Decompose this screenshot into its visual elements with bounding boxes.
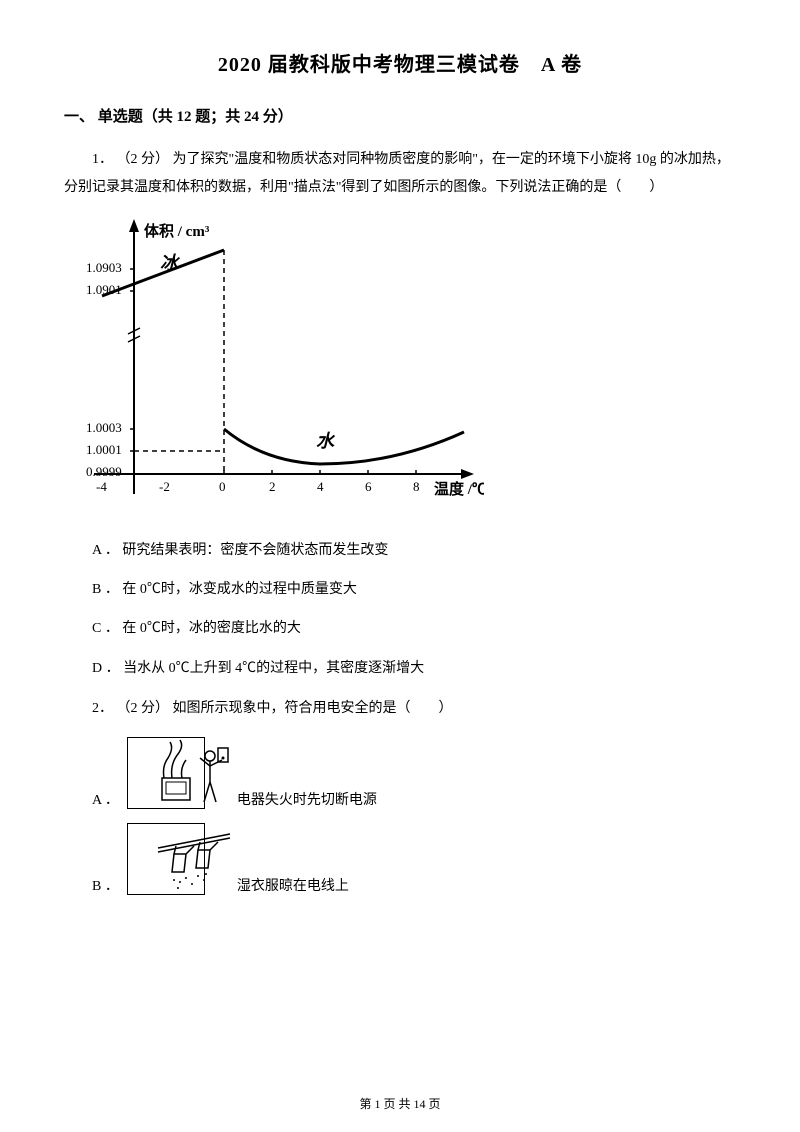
svg-text:-2: -2 xyxy=(159,479,170,494)
q2-number: 2． xyxy=(92,701,113,716)
q2-a-label: A ． xyxy=(64,789,119,809)
svg-text:8: 8 xyxy=(413,479,420,494)
q2-a-text: 电器失火时先切断电源 xyxy=(209,789,377,809)
svg-text:1.0003: 1.0003 xyxy=(86,420,122,435)
q1-option-c: C ． 在 0℃时，冰的密度比水的大 xyxy=(64,616,736,641)
svg-text:0.9999: 0.9999 xyxy=(86,464,122,479)
q2-option-a: A ． 电器失火时先切断电源 xyxy=(64,737,736,809)
svg-text:水: 水 xyxy=(316,431,336,451)
svg-text:4: 4 xyxy=(317,479,324,494)
svg-text:冰: 冰 xyxy=(160,253,181,273)
svg-text:2: 2 xyxy=(269,479,276,494)
svg-text:1.0903: 1.0903 xyxy=(86,260,122,275)
section-header: 一、 单选题（共 12 题；共 24 分） xyxy=(64,105,736,126)
page-footer: 第 1 页 共 14 页 xyxy=(0,1095,800,1112)
ylabel: 体积 / cm³ xyxy=(144,222,210,240)
q2-points: （2 分） xyxy=(117,701,170,716)
q2-option-a-image xyxy=(127,737,205,809)
q1-points: （2 分） xyxy=(117,152,170,167)
page-title: 2020 届教科版中考物理三模试卷 A 卷 xyxy=(64,48,736,77)
q1-graph: 体积 / cm³ 温度 /℃ 1.0903 1.0901 1.0003 1.00… xyxy=(64,214,484,524)
q2-option-b: B ． 湿衣服晾在电线上 xyxy=(64,823,736,895)
q1-number: 1． xyxy=(92,152,113,167)
q1-option-a: A ． 研究结果表明：密度不会随状态而发生改变 xyxy=(64,538,736,563)
xlabel: 温度 /℃ xyxy=(434,480,484,498)
svg-text:0: 0 xyxy=(219,479,226,494)
svg-text:1.0001: 1.0001 xyxy=(86,442,122,457)
q2-b-label: B ． xyxy=(64,875,119,895)
q2-text: 如图所示现象中，符合用电安全的是（ ） xyxy=(173,701,453,716)
question-2-stem: 2． （2 分） 如图所示现象中，符合用电安全的是（ ） xyxy=(64,695,736,723)
question-1-stem: 1． （2 分） 为了探究"温度和物质状态对同种物质密度的影响"，在一定的环境下… xyxy=(64,146,736,202)
q1-option-b: B ． 在 0℃时，冰变成水的过程中质量变大 xyxy=(64,577,736,602)
q1-option-d: D ． 当水从 0℃上升到 4℃的过程中，其密度逐渐增大 xyxy=(64,656,736,681)
svg-text:-4: -4 xyxy=(96,479,107,494)
q2-option-b-image xyxy=(127,823,205,895)
svg-text:6: 6 xyxy=(365,479,372,494)
